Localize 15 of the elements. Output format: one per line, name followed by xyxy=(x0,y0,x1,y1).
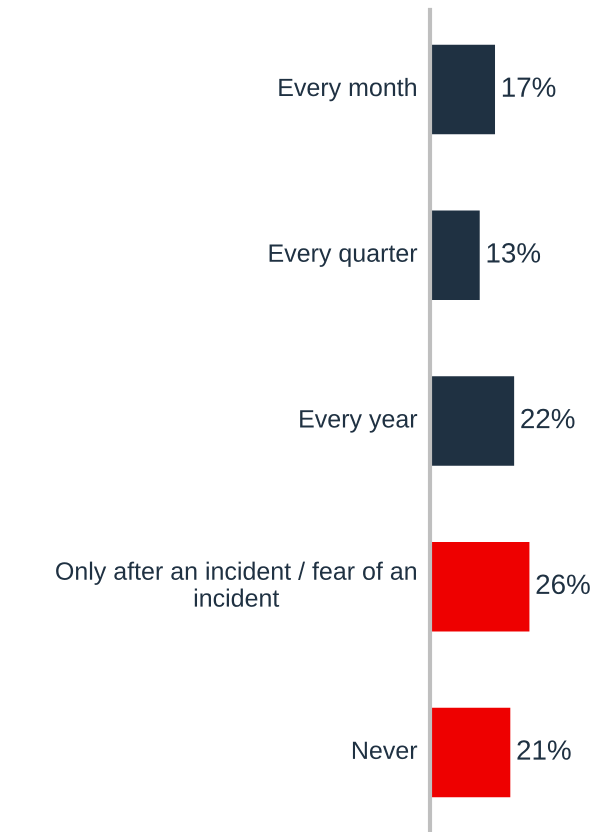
data-label: 17% xyxy=(502,77,556,97)
bar xyxy=(430,542,530,632)
data-label: 22% xyxy=(521,408,574,428)
data-label: 13% xyxy=(488,243,540,263)
y-tick-label: Every year xyxy=(300,410,418,433)
bar xyxy=(430,44,496,134)
bar xyxy=(430,376,514,466)
data-label: 26% xyxy=(536,574,590,594)
data-label: 21% xyxy=(517,740,571,760)
bar xyxy=(430,708,510,798)
y-tick-label: Every quarter xyxy=(270,244,418,267)
y-tick-label: Never xyxy=(352,742,418,760)
y-tick-label: Every month xyxy=(279,78,416,102)
y-tick-label: Only after an incident / fear of an incident xyxy=(56,562,416,607)
bar xyxy=(430,210,480,300)
